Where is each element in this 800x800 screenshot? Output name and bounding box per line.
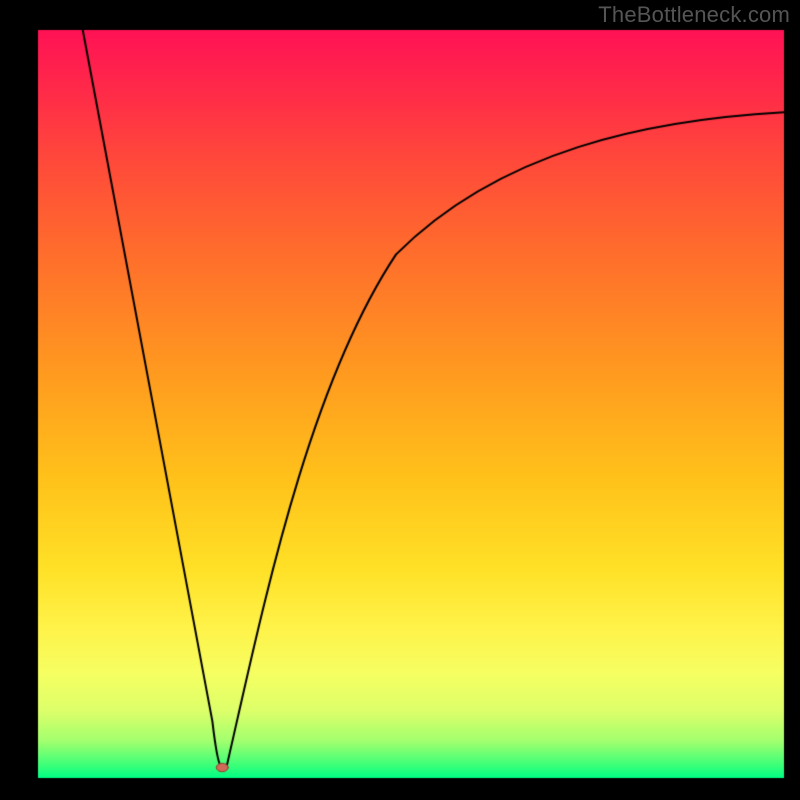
bottleneck-curve-chart [0,0,800,800]
watermark-text: TheBottleneck.com [598,2,790,28]
